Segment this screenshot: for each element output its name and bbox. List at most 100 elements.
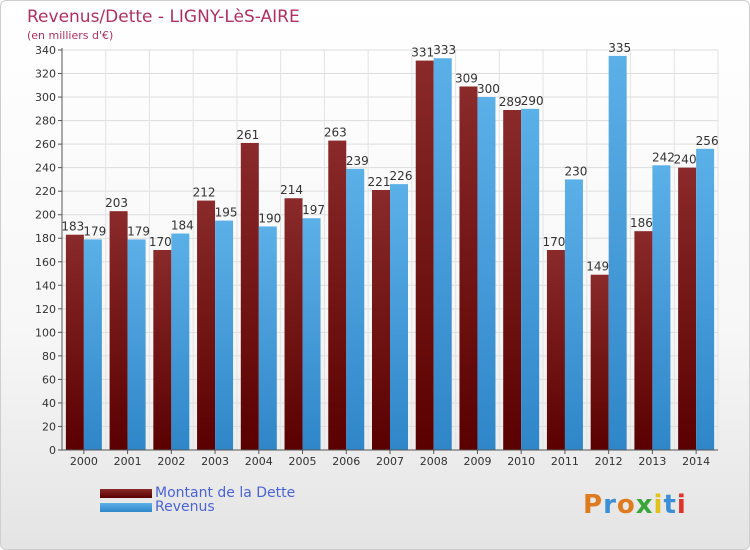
bar-dette xyxy=(240,142,259,451)
value-label-revenus: 179 xyxy=(127,224,150,238)
bar-revenus xyxy=(83,239,102,450)
value-label-revenus: 230 xyxy=(564,164,587,178)
chart-title: Revenus/Dette - LIGNY-LèS-AIRE xyxy=(27,7,300,27)
x-tick-label: 2014 xyxy=(682,455,710,468)
value-label-revenus: 190 xyxy=(258,211,281,225)
y-tick-label: 60 xyxy=(42,373,56,386)
x-tick-label: 2012 xyxy=(595,455,623,468)
bar-revenus xyxy=(302,218,321,450)
x-tick-label: 2006 xyxy=(332,455,360,468)
y-tick-label: 120 xyxy=(35,303,56,316)
value-label-dette: 289 xyxy=(499,95,522,109)
value-label-dette: 170 xyxy=(542,235,565,249)
y-tick-label: 260 xyxy=(35,138,56,151)
bar-revenus xyxy=(346,168,365,450)
legend-label-revenus: Revenus xyxy=(155,499,215,515)
bar-layer xyxy=(65,55,715,451)
logo-letter: x xyxy=(635,490,654,520)
bar-dette xyxy=(284,198,303,450)
bar-dette xyxy=(503,110,522,450)
logo-letter: t xyxy=(663,490,677,520)
y-tick-label: 240 xyxy=(35,162,56,175)
y-tick-label: 300 xyxy=(35,91,56,104)
bar-revenus xyxy=(215,220,234,450)
bar-revenus xyxy=(652,165,671,450)
y-tick-label: 80 xyxy=(42,350,56,363)
value-label-dette: 183 xyxy=(61,220,84,234)
bar-revenus xyxy=(477,97,496,450)
x-tick-label: 2009 xyxy=(463,455,491,468)
bar-dette xyxy=(153,250,172,450)
value-label-revenus: 179 xyxy=(83,224,106,238)
proxiti-logo: Proxiti xyxy=(583,490,687,520)
bar-dette xyxy=(65,234,84,450)
bar-revenus xyxy=(696,148,715,450)
value-label-dette: 212 xyxy=(193,186,216,200)
bar-dette xyxy=(546,250,565,450)
value-label-dette: 170 xyxy=(149,235,172,249)
x-tick-label: 2005 xyxy=(289,455,317,468)
y-tick-label: 0 xyxy=(49,444,56,457)
y-tick-label: 180 xyxy=(35,232,56,245)
value-label-dette: 203 xyxy=(105,196,128,210)
value-label-revenus: 226 xyxy=(390,169,413,183)
y-tick-label: 160 xyxy=(35,256,56,269)
value-label-dette: 261 xyxy=(236,128,259,142)
x-tick-label: 2002 xyxy=(157,455,185,468)
y-tick-label: 280 xyxy=(35,115,56,128)
y-tick-label: 340 xyxy=(35,44,56,57)
value-label-dette: 263 xyxy=(324,126,347,140)
value-label-revenus: 300 xyxy=(477,82,500,96)
y-tick-label: 140 xyxy=(35,279,56,292)
value-label-dette: 331 xyxy=(411,46,434,60)
bar-revenus xyxy=(521,108,540,450)
value-label-revenus: 335 xyxy=(608,41,631,55)
x-tick-label: 2004 xyxy=(245,455,273,468)
x-tick-label: 2001 xyxy=(114,455,142,468)
value-label-dette: 214 xyxy=(280,183,303,197)
bar-dette xyxy=(415,60,434,451)
bar-revenus xyxy=(433,58,452,451)
x-tick-label: 2007 xyxy=(376,455,404,468)
value-label-dette: 240 xyxy=(674,153,697,167)
axis-layer: 0 20 40 60 80 100 120 140 160 180 200 220 240 260 280 3… xyxy=(35,44,718,468)
legend-swatch-revenus xyxy=(100,503,152,512)
bar-dette xyxy=(197,200,216,450)
y-tick-label: 320 xyxy=(35,68,56,81)
bar-revenus xyxy=(258,226,277,450)
x-tick-label: 2011 xyxy=(551,455,579,468)
bar-dette xyxy=(372,190,390,450)
label-layer: 183 1792031791701842121952611902141972632… xyxy=(61,41,718,274)
x-tick-label: 2013 xyxy=(638,455,666,468)
x-tick-label: 2008 xyxy=(420,455,448,468)
bar-dette xyxy=(459,86,478,451)
logo-letter: o xyxy=(616,490,636,520)
legend-swatch-dette xyxy=(100,489,152,498)
value-label-revenus: 290 xyxy=(521,94,544,108)
bar-dette xyxy=(678,167,697,450)
y-tick-label: 40 xyxy=(42,397,56,410)
logo-letter: i xyxy=(676,490,687,520)
bar-revenus xyxy=(390,184,408,450)
x-tick-label: 2003 xyxy=(201,455,229,468)
logo-letter: r xyxy=(603,490,617,520)
value-label-dette: 309 xyxy=(455,71,478,85)
value-label-revenus: 242 xyxy=(652,150,675,164)
value-label-revenus: 333 xyxy=(433,43,456,57)
value-label-revenus: 239 xyxy=(346,154,369,168)
bar-dette xyxy=(109,211,128,450)
x-tick-label: 2010 xyxy=(507,455,535,468)
y-tick-label: 200 xyxy=(35,209,56,222)
bar-dette xyxy=(328,140,347,450)
value-label-dette: 186 xyxy=(630,216,653,230)
logo-letter: P xyxy=(583,490,604,520)
legend-label-dette: Montant de la Dette xyxy=(155,485,296,501)
value-label-revenus: 184 xyxy=(171,219,194,233)
y-tick-label: 220 xyxy=(35,185,56,198)
bar-revenus xyxy=(127,239,146,450)
value-label-revenus: 256 xyxy=(696,134,719,148)
value-label-dette: 221 xyxy=(368,175,391,189)
y-tick-label: 100 xyxy=(35,326,56,339)
bar-revenus xyxy=(171,233,190,450)
